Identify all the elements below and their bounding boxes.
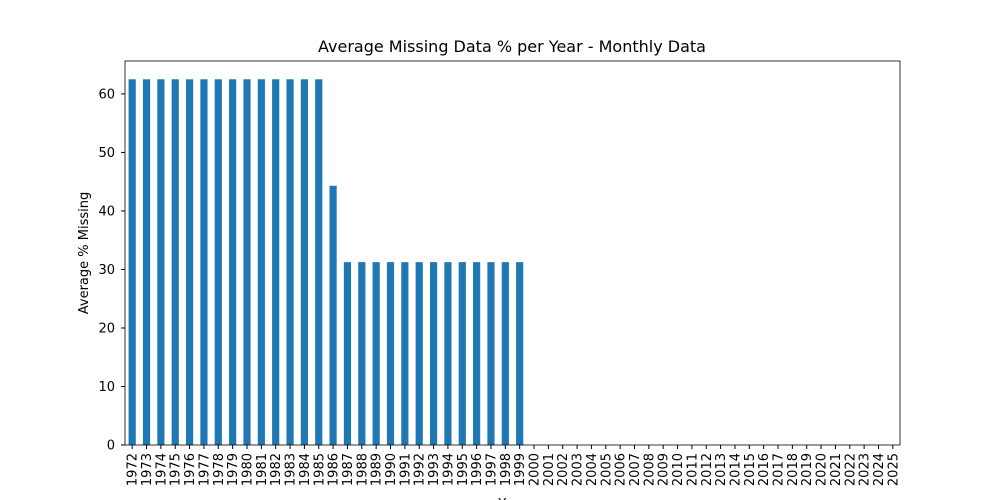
x-tick-label: 1985 <box>312 453 327 486</box>
x-tick-label: 1981 <box>255 453 270 486</box>
bar <box>343 262 352 445</box>
x-tick-label: 1974 <box>154 453 169 486</box>
x-tick-label: 2015 <box>743 453 758 486</box>
x-tick-label: 2006 <box>614 453 629 486</box>
x-tick-label: 1995 <box>456 453 471 486</box>
x-tick-label: 1972 <box>126 453 141 486</box>
x-tick-label: 2007 <box>628 453 643 486</box>
x-tick-label: 2012 <box>700 453 715 486</box>
x-tick-label: 1979 <box>226 453 241 486</box>
y-tick-label: 10 <box>98 380 115 395</box>
x-tick-label: 2001 <box>542 453 557 486</box>
bar <box>372 262 380 445</box>
x-tick-label: 1989 <box>370 453 385 486</box>
y-tick-label: 0 <box>107 439 115 454</box>
x-tick-label: 2017 <box>772 453 787 486</box>
bar <box>257 79 265 446</box>
x-tick-label: 2008 <box>642 453 657 486</box>
x-tick-label: 1991 <box>398 453 413 486</box>
x-tick-label: 1975 <box>169 453 184 486</box>
x-tick-label: 2005 <box>599 453 614 486</box>
x-tick-label: 2022 <box>843 453 858 486</box>
x-tick-label: 2000 <box>528 453 543 486</box>
bar <box>358 262 366 445</box>
x-tick-label: 2013 <box>714 453 729 486</box>
bar <box>214 79 222 446</box>
bar <box>200 79 208 446</box>
bar <box>501 262 509 445</box>
bar <box>185 79 194 446</box>
bar <box>386 262 395 445</box>
y-tick-label: 40 <box>98 204 115 219</box>
x-tick-label: 2019 <box>800 453 815 486</box>
x-tick-label: 1978 <box>212 453 227 486</box>
y-axis-label: Average % Missing <box>77 192 92 314</box>
x-tick-label: 2025 <box>886 453 901 486</box>
bar <box>142 79 151 446</box>
x-tick-label: 2023 <box>858 453 873 486</box>
y-tick-label: 60 <box>98 87 115 102</box>
x-tick-label: 1987 <box>341 453 356 486</box>
y-tick-label: 20 <box>98 321 115 336</box>
x-tick-label: 2004 <box>585 453 600 486</box>
x-tick-label: 2018 <box>786 453 801 486</box>
x-tick-label: 2011 <box>685 453 700 486</box>
bar <box>229 79 237 446</box>
y-tick-label: 30 <box>98 263 115 278</box>
x-tick-label: 2024 <box>872 453 887 486</box>
plot-frame <box>124 60 901 446</box>
bar <box>315 79 323 446</box>
bar <box>272 79 280 446</box>
bar <box>487 262 495 445</box>
x-tick-label: 1984 <box>298 453 313 486</box>
x-tick-label: 2020 <box>815 453 830 486</box>
x-tick-label: 1993 <box>427 453 442 486</box>
bar <box>473 262 481 445</box>
x-tick-label: 2010 <box>671 453 686 486</box>
bar <box>444 262 452 445</box>
x-tick-label: 1983 <box>284 453 299 486</box>
bar <box>458 262 466 445</box>
y-tick-label: 50 <box>98 146 115 161</box>
x-tick-label: 2014 <box>728 453 743 486</box>
x-tick-label: 1988 <box>355 453 370 486</box>
x-tick-label: 1982 <box>269 453 284 486</box>
bar <box>171 79 179 446</box>
x-tick-label: 1980 <box>240 453 255 486</box>
x-tick-label: 1990 <box>384 453 399 486</box>
bar <box>300 79 308 446</box>
bar <box>329 185 337 445</box>
x-tick-label: 1999 <box>513 453 528 486</box>
bar <box>429 262 438 445</box>
bar <box>157 79 165 446</box>
x-tick-label: 2021 <box>829 453 844 486</box>
bar <box>516 262 524 445</box>
x-tick-label: 2009 <box>657 453 672 486</box>
x-tick-label: 1992 <box>413 453 428 486</box>
x-tick-label: 1997 <box>484 453 499 486</box>
bar <box>243 79 251 446</box>
bar <box>286 79 294 446</box>
x-axis-label: Year <box>497 497 526 500</box>
x-tick-label: 1973 <box>140 453 155 486</box>
bar <box>401 262 409 445</box>
x-tick-label: 2003 <box>571 453 586 486</box>
x-tick-label: 2016 <box>757 453 772 486</box>
x-tick-label: 2002 <box>556 453 571 486</box>
x-tick-label: 1976 <box>183 453 198 486</box>
x-tick-label: 1977 <box>197 453 212 486</box>
bar <box>415 262 423 445</box>
x-tick-label: 1994 <box>441 453 456 486</box>
x-tick-label: 1998 <box>499 453 514 486</box>
bar <box>128 79 136 446</box>
x-tick-label: 1996 <box>470 453 485 486</box>
chart-title: Average Missing Data % per Year - Monthl… <box>318 37 706 56</box>
x-tick-label: 1986 <box>327 453 342 486</box>
